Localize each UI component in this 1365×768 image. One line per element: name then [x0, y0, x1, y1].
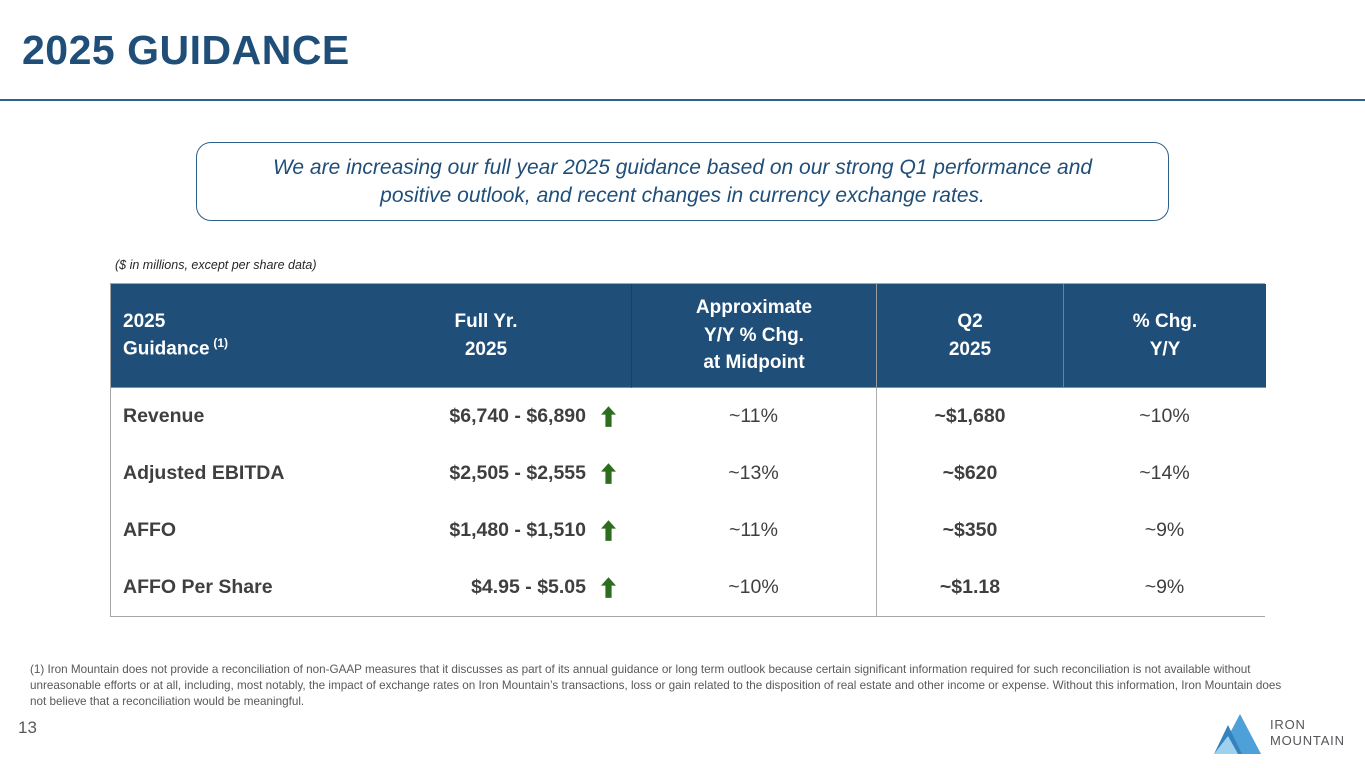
callout-box: We are increasing our full year 2025 gui… — [196, 142, 1169, 221]
title-divider — [0, 99, 1365, 101]
row-yoy-midpoint: ~13% — [631, 445, 876, 502]
up-arrow-icon — [601, 463, 616, 484]
row-q2-value: ~$1.18 — [876, 559, 1063, 616]
row-q2-yoy: ~9% — [1063, 559, 1266, 616]
logo-line2: MOUNTAIN — [1270, 733, 1345, 748]
row-q2-yoy: ~9% — [1063, 502, 1266, 559]
row-trend-cell — [586, 445, 631, 502]
row-label: AFFO — [111, 502, 341, 559]
row-yoy-midpoint: ~11% — [631, 388, 876, 445]
header-guidance: 2025 Guidance (1) — [111, 284, 341, 388]
page-number: 13 — [18, 718, 37, 737]
row-trend-cell — [586, 559, 631, 616]
up-arrow-icon — [601, 406, 616, 427]
iron-mountain-logo: IRON MOUNTAIN — [1213, 712, 1345, 754]
up-arrow-icon — [601, 520, 616, 541]
header-pct-chg: % Chg. Y/Y — [1063, 284, 1266, 388]
row-yoy-midpoint: ~11% — [631, 502, 876, 559]
up-arrow-icon — [601, 577, 616, 598]
row-label: Revenue — [111, 388, 341, 445]
row-q2-yoy: ~10% — [1063, 388, 1266, 445]
footnote-text: (1) Iron Mountain does not provide a rec… — [30, 663, 1282, 708]
header-q2: Q2 2025 — [876, 284, 1063, 388]
logo-wordmark: IRON MOUNTAIN — [1270, 717, 1345, 750]
callout-text: We are increasing our full year 2025 gui… — [272, 155, 1093, 207]
row-full-yr-value: $2,505 - $2,555 — [341, 445, 586, 502]
logo-line1: IRON — [1270, 716, 1306, 732]
footnote-marker: (1) — [213, 336, 229, 351]
guidance-table: 2025 Guidance (1) Full Yr. 2025 Approxim… — [110, 283, 1266, 617]
row-yoy-midpoint: ~10% — [631, 559, 876, 616]
row-q2-value: ~$1,680 — [876, 388, 1063, 445]
row-full-yr-value: $6,740 - $6,890 — [341, 388, 586, 445]
row-q2-value: ~$350 — [876, 502, 1063, 559]
row-full-yr-value: $1,480 - $1,510 — [341, 502, 586, 559]
row-label: AFFO Per Share — [111, 559, 341, 616]
row-full-yr-value: $4.95 - $5.05 — [341, 559, 586, 616]
header-guidance-line2: Guidance (1) — [123, 336, 229, 360]
row-label: Adjusted EBITDA — [111, 445, 341, 502]
row-trend-cell — [586, 502, 631, 559]
mountain-icon — [1214, 714, 1261, 754]
row-trend-cell — [586, 388, 631, 445]
row-q2-yoy: ~14% — [1063, 445, 1266, 502]
header-approx-yoy: Approximate Y/Y % Chg. at Midpoint — [631, 284, 876, 388]
units-note: ($ in millions, except per share data) — [115, 258, 317, 272]
page-title: 2025 GUIDANCE — [22, 27, 350, 73]
header-guidance-line1: 2025 — [123, 310, 166, 332]
header-full-yr: Full Yr. 2025 — [341, 284, 631, 388]
row-q2-value: ~$620 — [876, 445, 1063, 502]
